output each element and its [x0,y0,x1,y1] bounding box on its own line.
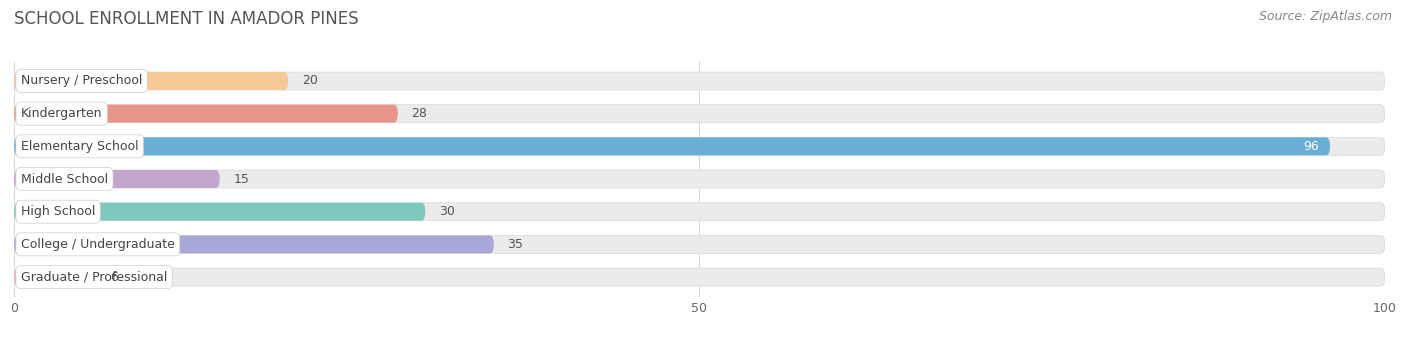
Text: 35: 35 [508,238,523,251]
Text: Kindergarten: Kindergarten [21,107,103,120]
FancyBboxPatch shape [14,235,1385,253]
FancyBboxPatch shape [14,268,96,286]
FancyBboxPatch shape [14,105,398,123]
Text: Middle School: Middle School [21,173,108,186]
FancyBboxPatch shape [14,72,288,90]
Text: Nursery / Preschool: Nursery / Preschool [21,74,142,88]
FancyBboxPatch shape [14,105,1385,123]
Text: Graduate / Professional: Graduate / Professional [21,270,167,284]
Text: 96: 96 [1303,140,1319,153]
FancyBboxPatch shape [14,137,1330,155]
FancyBboxPatch shape [14,72,1385,90]
FancyBboxPatch shape [14,170,219,188]
Text: 6: 6 [110,270,118,284]
Text: High School: High School [21,205,96,218]
FancyBboxPatch shape [14,268,1385,286]
Text: SCHOOL ENROLLMENT IN AMADOR PINES: SCHOOL ENROLLMENT IN AMADOR PINES [14,10,359,28]
Text: Source: ZipAtlas.com: Source: ZipAtlas.com [1258,10,1392,23]
FancyBboxPatch shape [14,235,494,253]
FancyBboxPatch shape [14,170,1385,188]
Text: 30: 30 [439,205,456,218]
FancyBboxPatch shape [14,203,1385,221]
FancyBboxPatch shape [14,137,1385,155]
Text: 15: 15 [233,173,249,186]
Text: 28: 28 [412,107,427,120]
Text: 20: 20 [302,74,318,88]
Text: Elementary School: Elementary School [21,140,139,153]
Text: College / Undergraduate: College / Undergraduate [21,238,174,251]
FancyBboxPatch shape [14,203,425,221]
